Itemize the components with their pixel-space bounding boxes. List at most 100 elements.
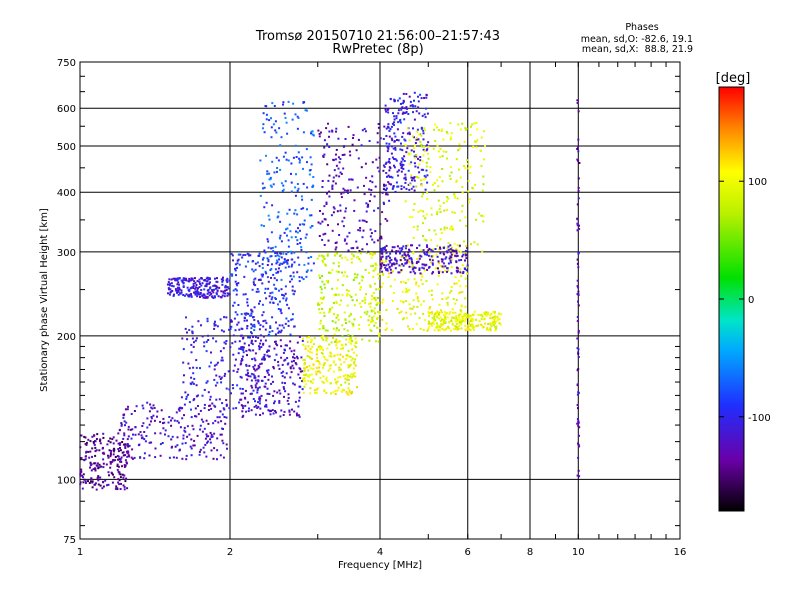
data-point bbox=[400, 249, 403, 252]
data-point bbox=[190, 294, 193, 297]
data-point bbox=[432, 320, 435, 323]
data-point bbox=[324, 358, 327, 361]
data-point bbox=[174, 277, 177, 280]
data-point bbox=[412, 270, 415, 273]
data-point bbox=[287, 393, 290, 396]
data-point bbox=[283, 260, 286, 263]
data-point bbox=[453, 193, 456, 196]
data-point bbox=[423, 113, 426, 116]
data-point bbox=[385, 142, 388, 145]
data-point bbox=[192, 285, 195, 287]
colorbar-tick-label: -100 bbox=[748, 413, 771, 424]
data-point bbox=[257, 320, 260, 323]
data-point bbox=[186, 286, 189, 289]
data-point bbox=[102, 436, 105, 439]
data-point bbox=[463, 240, 465, 243]
data-point bbox=[346, 235, 349, 238]
data-point bbox=[210, 292, 213, 295]
data-point bbox=[344, 381, 347, 384]
data-point bbox=[304, 374, 307, 376]
data-point bbox=[340, 368, 342, 371]
data-point bbox=[378, 273, 381, 276]
data-point bbox=[388, 259, 391, 262]
data-point bbox=[373, 282, 376, 285]
data-point bbox=[199, 293, 202, 296]
data-point bbox=[443, 246, 446, 249]
data-point bbox=[377, 311, 379, 313]
data-point bbox=[123, 488, 126, 491]
data-point bbox=[202, 446, 205, 449]
data-point bbox=[248, 314, 251, 317]
data-point bbox=[348, 315, 351, 318]
data-point bbox=[79, 472, 82, 475]
data-point bbox=[403, 186, 406, 189]
data-point bbox=[402, 102, 404, 105]
data-point bbox=[91, 455, 93, 458]
data-point bbox=[399, 252, 401, 255]
data-point bbox=[404, 173, 407, 176]
data-point bbox=[467, 326, 470, 329]
data-point bbox=[257, 322, 260, 325]
data-point bbox=[334, 253, 337, 256]
data-point bbox=[404, 176, 407, 179]
data-point bbox=[329, 352, 332, 355]
data-point bbox=[290, 162, 293, 165]
data-point bbox=[460, 210, 463, 213]
data-point bbox=[413, 176, 416, 179]
data-point bbox=[209, 438, 212, 441]
data-point bbox=[107, 440, 110, 443]
data-point bbox=[272, 366, 275, 368]
data-point bbox=[344, 210, 347, 213]
data-point bbox=[295, 363, 298, 366]
data-point bbox=[396, 170, 399, 173]
data-point bbox=[389, 256, 391, 259]
data-point bbox=[439, 265, 442, 267]
data-point bbox=[420, 249, 423, 252]
data-point bbox=[401, 157, 404, 160]
data-point bbox=[489, 317, 492, 320]
data-point bbox=[275, 279, 278, 282]
data-point bbox=[381, 251, 384, 254]
data-point bbox=[305, 148, 308, 151]
data-point bbox=[361, 299, 364, 302]
data-point bbox=[424, 116, 427, 119]
data-point bbox=[291, 318, 294, 321]
data-point bbox=[182, 348, 185, 351]
data-point bbox=[291, 364, 294, 367]
data-point bbox=[234, 280, 237, 283]
data-point bbox=[354, 293, 357, 296]
data-point bbox=[449, 166, 452, 168]
data-point bbox=[578, 426, 581, 429]
data-point bbox=[346, 294, 348, 297]
data-point bbox=[367, 319, 370, 322]
data-point bbox=[432, 271, 434, 274]
data-point bbox=[438, 311, 441, 314]
data-point bbox=[321, 280, 324, 283]
data-point bbox=[94, 446, 97, 449]
data-point bbox=[265, 113, 268, 116]
data-point bbox=[198, 278, 201, 281]
data-point bbox=[372, 319, 375, 322]
data-point bbox=[442, 201, 445, 204]
data-point bbox=[176, 278, 179, 281]
data-point bbox=[271, 409, 274, 412]
data-point bbox=[422, 129, 425, 132]
data-point bbox=[319, 210, 321, 212]
data-point bbox=[294, 194, 297, 197]
data-point bbox=[298, 157, 301, 160]
data-point bbox=[310, 269, 313, 272]
data-point bbox=[234, 267, 236, 270]
data-point bbox=[190, 376, 193, 379]
data-point bbox=[378, 313, 381, 316]
data-point bbox=[335, 327, 338, 330]
data-point bbox=[281, 324, 284, 327]
data-point bbox=[286, 357, 289, 359]
data-point bbox=[316, 350, 319, 353]
data-point bbox=[99, 484, 102, 487]
data-point bbox=[102, 462, 105, 465]
data-point bbox=[468, 328, 471, 331]
data-point bbox=[133, 410, 136, 412]
data-point bbox=[401, 263, 404, 266]
data-point bbox=[348, 341, 351, 344]
data-point bbox=[484, 322, 486, 325]
